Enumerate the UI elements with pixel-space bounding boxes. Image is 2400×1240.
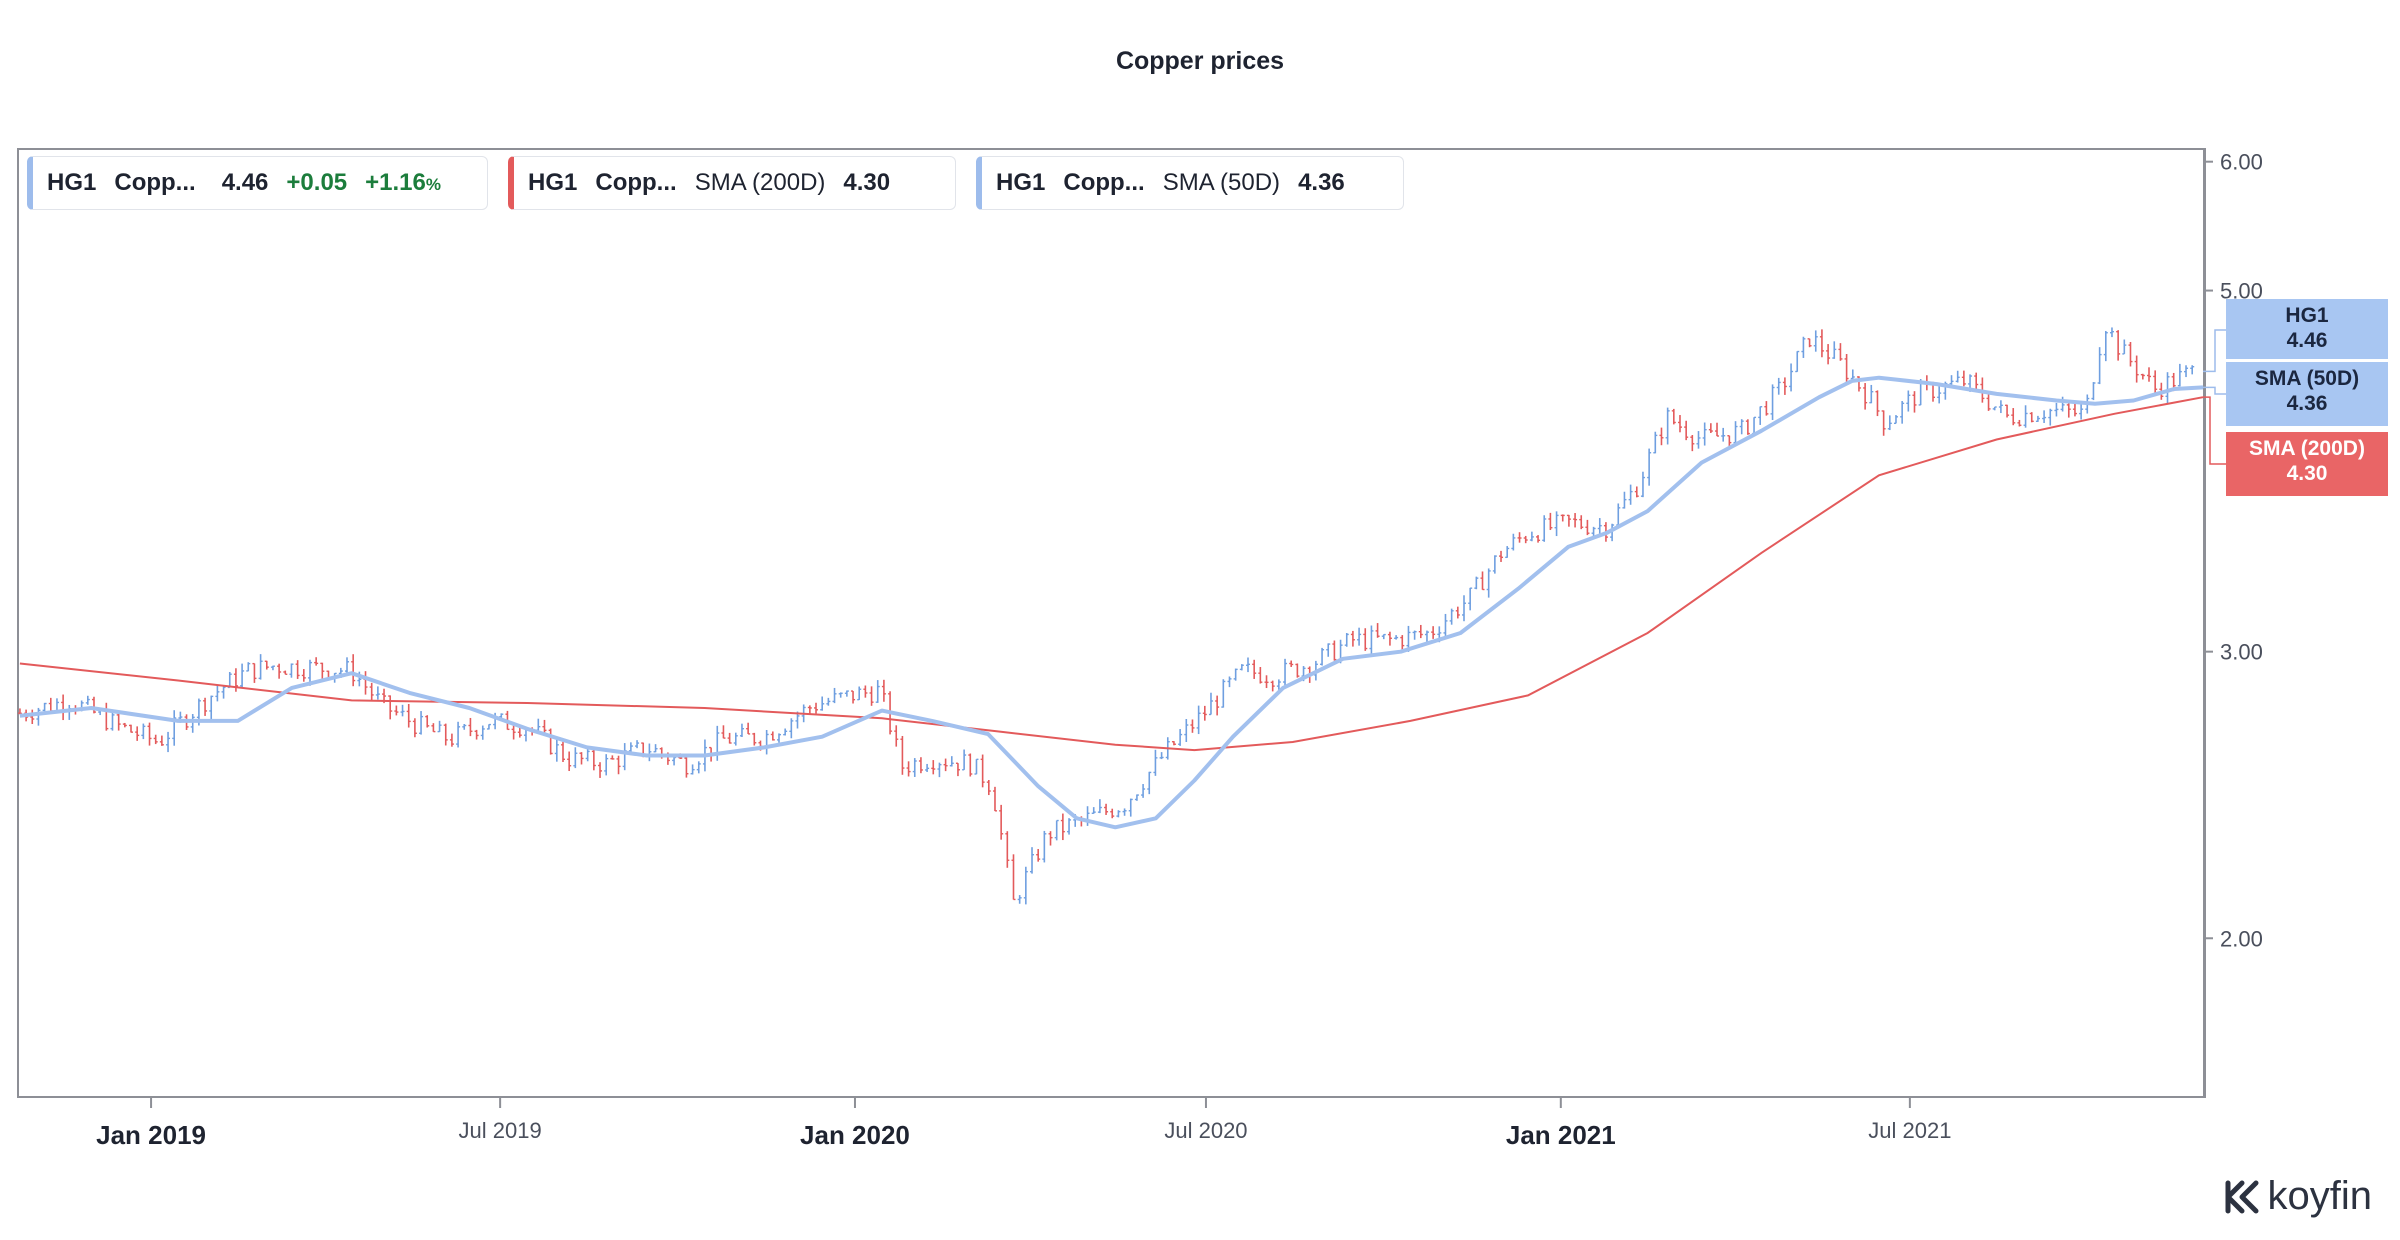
price-tag-hg1: HG1 4.46 [2226, 299, 2388, 359]
legend-indicator: SMA (50D) [1162, 169, 1281, 196]
legend-name: Copp... [1063, 169, 1145, 196]
legend-ticker: HG1 [47, 169, 97, 196]
price-tag-label: SMA (50D) [2254, 367, 2360, 390]
legend-value: 4.30 [843, 169, 891, 196]
x-tick-label: Jul 2019 [459, 1118, 542, 1143]
price-tag-sma200: SMA (200D) 4.30 [2226, 432, 2388, 496]
x-tick-label: Jan 2019 [96, 1120, 206, 1150]
legend-ticker: HG1 [996, 169, 1046, 196]
chart-title: Copper prices [1115, 47, 1285, 75]
price-tag-value: 4.30 [2286, 462, 2328, 485]
price-tag-label: SMA (200D) [2249, 437, 2365, 460]
legend-ticker: HG1 [528, 169, 578, 196]
y-tick-label: 6.00 [2220, 150, 2263, 175]
koyfin-logo[interactable]: koyfin [2222, 1174, 2373, 1219]
legend-chip-price[interactable]: HG1 Copp... 4.46 +0.05 +1.16% [27, 156, 488, 210]
legend-indicator: SMA (200D) [694, 169, 826, 196]
x-tick-label: Jul 2021 [1868, 1118, 1951, 1143]
legend-chip-sma50[interactable]: HG1 Copp... SMA (50D) 4.36 [976, 156, 1404, 210]
price-tag-value: 4.36 [2286, 392, 2328, 415]
sma200-line [19, 396, 2204, 752]
legend-value: 4.36 [1298, 169, 1345, 196]
x-tick-label: Jan 2020 [800, 1120, 910, 1150]
x-tick-label: Jul 2020 [1164, 1118, 1247, 1143]
legend-chip-sma200[interactable]: HG1 Copp... SMA (200D) 4.30 [508, 156, 956, 210]
legend-name: Copp... [114, 169, 196, 196]
legend-change: +0.05 [286, 169, 348, 196]
sma50-line [19, 375, 2204, 830]
koyfin-logo-icon [2225, 1180, 2258, 1213]
price-tag-value: 4.46 [2286, 329, 2328, 352]
hg1-tag-connector [2203, 329, 2226, 373]
sma50-tag-connector [2203, 386, 2226, 395]
koyfin-logo-text: koyfin [2267, 1174, 2373, 1218]
y-tick-label: 2.00 [2220, 926, 2263, 951]
x-tick-label: Jan 2021 [1506, 1120, 1616, 1150]
price-tag-label: HG1 [2285, 304, 2329, 327]
legend-change-pct: +1.16% [365, 169, 441, 196]
y-tick-label: 3.00 [2220, 640, 2263, 665]
legend-name: Copp... [595, 169, 677, 196]
legend-value: 4.46 [221, 169, 269, 196]
price-tag-sma50: SMA (50D) 4.36 [2226, 362, 2388, 426]
sma200-tag-connector [2203, 396, 2226, 465]
